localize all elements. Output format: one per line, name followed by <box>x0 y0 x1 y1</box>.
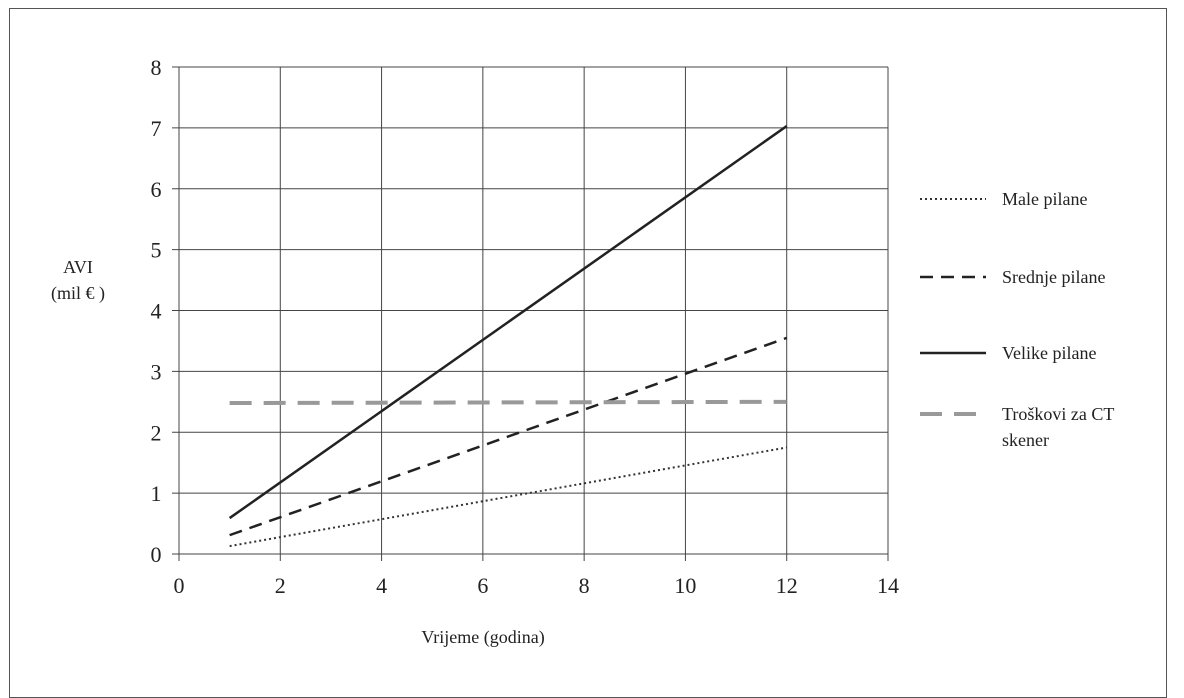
series-line-2 <box>229 336 788 537</box>
legend-label-3: Velike pilane <box>1002 343 1096 363</box>
y-tick-label: 7 <box>151 116 162 141</box>
x-tick-label: 12 <box>776 573 798 598</box>
x-tick-label: 14 <box>877 573 899 598</box>
grid <box>172 66 889 561</box>
x-tick-label: 6 <box>477 573 488 598</box>
x-tick-label: 8 <box>579 573 590 598</box>
legend-label-4: skener <box>1002 430 1049 450</box>
series-line-1 <box>229 446 787 548</box>
series-line-4 <box>229 399 787 406</box>
y-tick-label: 3 <box>151 359 162 384</box>
legend-label-1: Male pilane <box>1002 189 1087 209</box>
y-tick-label: 2 <box>151 420 162 445</box>
series-line-3 <box>228 125 788 520</box>
x-tick-label: 2 <box>275 573 286 598</box>
x-tick-label: 10 <box>674 573 696 598</box>
y-tick-label: 4 <box>151 299 162 324</box>
y-tick-label: 5 <box>151 238 162 263</box>
x-tick-label: 0 <box>174 573 185 598</box>
y-tick-label: 0 <box>151 542 162 567</box>
legend: Male pilane Srednje pilane Velike pilane Tr… <box>920 189 1114 450</box>
x-axis-label: Vrijeme (godina) <box>421 627 544 648</box>
legend-label-2: Srednje pilane <box>1002 267 1105 287</box>
y-axis-label-line-2: (mil € ) <box>51 283 105 304</box>
series-lines <box>228 125 788 548</box>
y-axis-label-line-1: AVI <box>63 257 93 277</box>
y-tick-label: 8 <box>151 55 162 80</box>
y-tick-label: 6 <box>151 177 162 202</box>
x-tick-label: 4 <box>376 573 387 598</box>
y-tick-label: 1 <box>151 481 162 506</box>
legend-label-4: Troškovi za CT <box>1002 404 1114 424</box>
